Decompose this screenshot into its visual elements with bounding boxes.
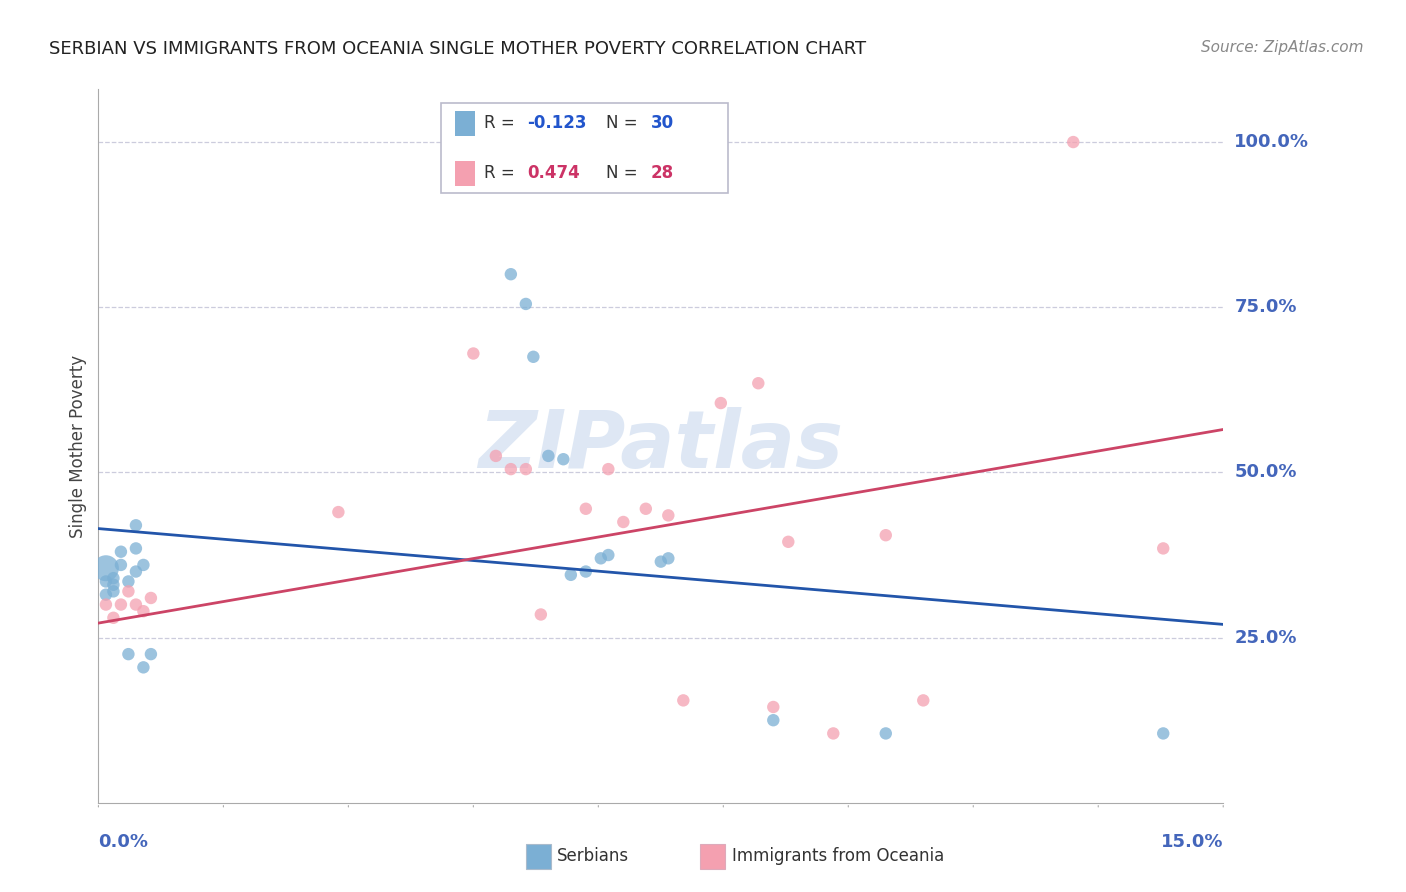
Point: [499, 462, 522, 476]
Y-axis label: Single Mother Poverty: Single Mother Poverty: [69, 354, 87, 538]
Text: 30: 30: [651, 114, 673, 132]
Point: [634, 501, 657, 516]
Point: [575, 501, 598, 516]
Point: [823, 726, 845, 740]
Point: [125, 565, 148, 579]
FancyBboxPatch shape: [441, 103, 728, 193]
Text: 50.0%: 50.0%: [1234, 464, 1296, 482]
Point: [463, 346, 485, 360]
Text: N =: N =: [606, 164, 643, 182]
Text: R =: R =: [484, 114, 520, 132]
Text: N =: N =: [606, 114, 643, 132]
Point: [139, 591, 162, 605]
Text: -0.123: -0.123: [527, 114, 586, 132]
FancyBboxPatch shape: [526, 844, 551, 869]
Point: [515, 297, 537, 311]
Point: [598, 548, 620, 562]
Point: [530, 607, 553, 622]
Point: [612, 515, 634, 529]
Point: [657, 551, 679, 566]
Point: [1152, 541, 1174, 556]
Point: [117, 574, 139, 589]
FancyBboxPatch shape: [700, 844, 725, 869]
Text: R =: R =: [484, 164, 520, 182]
Point: [132, 558, 155, 572]
Point: [110, 545, 132, 559]
Point: [762, 700, 785, 714]
Text: 15.0%: 15.0%: [1161, 833, 1223, 851]
Text: 75.0%: 75.0%: [1234, 298, 1296, 317]
Point: [94, 588, 117, 602]
Point: [537, 449, 560, 463]
Point: [778, 534, 800, 549]
Point: [747, 376, 769, 391]
Point: [522, 350, 544, 364]
Point: [553, 452, 575, 467]
Point: [125, 598, 148, 612]
Point: [328, 505, 350, 519]
Point: [103, 584, 125, 599]
Point: [598, 462, 620, 476]
Point: [515, 462, 537, 476]
Point: [575, 565, 598, 579]
Point: [1152, 726, 1174, 740]
Point: [485, 449, 508, 463]
Point: [94, 598, 117, 612]
Text: ZIPatlas: ZIPatlas: [478, 407, 844, 485]
Text: Serbians: Serbians: [557, 847, 630, 865]
Text: 0.0%: 0.0%: [98, 833, 149, 851]
Point: [499, 267, 522, 281]
Point: [657, 508, 679, 523]
Point: [117, 584, 139, 599]
Point: [103, 611, 125, 625]
Point: [103, 571, 125, 585]
Point: [139, 647, 162, 661]
Text: Immigrants from Oceania: Immigrants from Oceania: [731, 847, 943, 865]
Point: [710, 396, 733, 410]
Text: 28: 28: [651, 164, 673, 182]
Point: [912, 693, 935, 707]
FancyBboxPatch shape: [456, 161, 475, 186]
Point: [103, 578, 125, 592]
Point: [132, 604, 155, 618]
Point: [110, 598, 132, 612]
Point: [560, 567, 582, 582]
Point: [125, 518, 148, 533]
Point: [875, 528, 897, 542]
Point: [94, 574, 117, 589]
Text: Source: ZipAtlas.com: Source: ZipAtlas.com: [1201, 40, 1364, 55]
Point: [672, 693, 695, 707]
Point: [762, 713, 785, 727]
Point: [132, 660, 155, 674]
Point: [1062, 135, 1084, 149]
FancyBboxPatch shape: [456, 111, 475, 136]
Text: 0.474: 0.474: [527, 164, 579, 182]
Point: [110, 558, 132, 572]
Text: SERBIAN VS IMMIGRANTS FROM OCEANIA SINGLE MOTHER POVERTY CORRELATION CHART: SERBIAN VS IMMIGRANTS FROM OCEANIA SINGL…: [49, 40, 866, 58]
Point: [650, 555, 672, 569]
Point: [125, 541, 148, 556]
Point: [94, 561, 117, 575]
Point: [589, 551, 612, 566]
Point: [875, 726, 897, 740]
Point: [117, 647, 139, 661]
Text: 100.0%: 100.0%: [1234, 133, 1309, 151]
Text: 25.0%: 25.0%: [1234, 629, 1296, 647]
